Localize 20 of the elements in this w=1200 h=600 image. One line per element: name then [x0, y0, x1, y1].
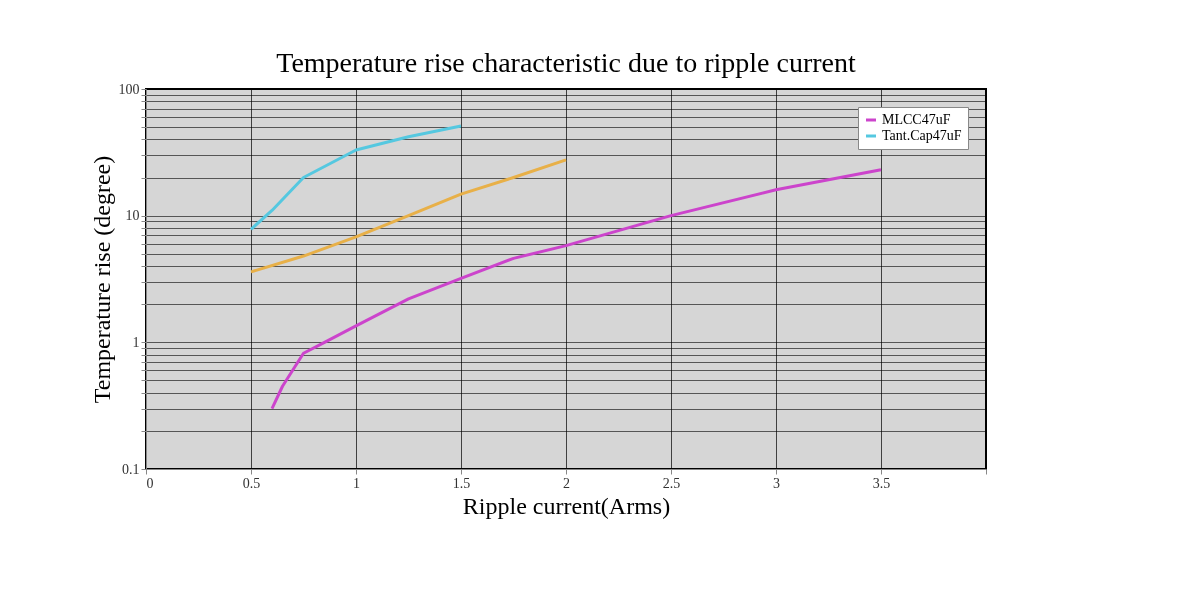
y-axis-title: Temperature rise (degree): [88, 155, 115, 404]
y-tick-label: 100: [118, 81, 140, 97]
x-tick-label: 2: [563, 475, 570, 491]
legend-label: Tant.Cap47uF: [882, 128, 962, 143]
line-series: [249, 158, 568, 274]
x-tick-label: 0: [146, 475, 154, 491]
y-tick-label: 0.1: [122, 461, 140, 477]
line-series: [270, 168, 883, 411]
chart-title: Temperature rise characteristic due to ripple current: [276, 47, 856, 78]
x-tick-label: 0.5: [242, 475, 261, 491]
legend-label: MLCC47uF: [882, 112, 951, 127]
y-tick-label: 10: [125, 208, 140, 224]
x-tick-label: 3.5: [872, 475, 891, 491]
x-axis-title: Ripple current(Arms): [462, 492, 671, 519]
line-series: [249, 124, 463, 231]
x-tick-label: 1.5: [452, 475, 471, 491]
x-tick-label: 2.5: [662, 475, 681, 491]
y-tick-label: 1: [132, 334, 140, 350]
x-tick-label: 1: [353, 475, 360, 491]
x-tick-label: 3: [773, 475, 780, 491]
